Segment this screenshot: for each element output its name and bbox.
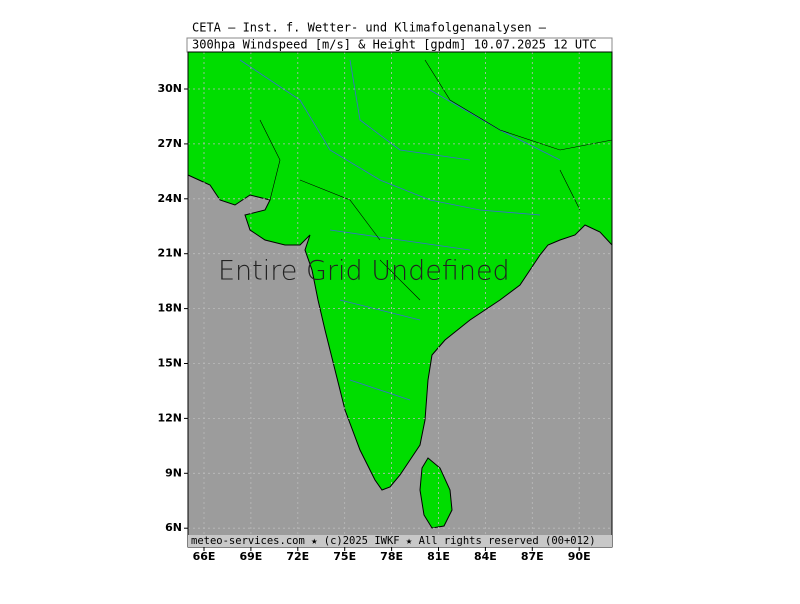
lon-label: 84E [474,550,497,563]
lat-label: 6N [165,521,182,534]
sri-lanka [419,457,453,529]
overlay-text: Entire Grid Undefined [218,256,510,287]
lat-label: 9N [165,466,182,479]
lat-label: 30N [157,82,182,95]
title: CETA – Inst. f. Wetter- und Klimafolgena… [192,21,547,35]
lon-label: 69E [239,550,262,563]
lon-label: 81E [427,550,450,563]
lon-label: 66E [193,550,216,563]
lat-label: 27N [157,137,182,150]
land [187,51,613,491]
borders [259,59,613,301]
lat-label: 12N [157,411,182,424]
lat-label: 18N [157,302,182,315]
footer: meteo-services.com ★ (c)2025 IWKF ★ All … [191,535,596,547]
lat-label: 21N [157,247,182,260]
footer-box [188,535,612,547]
lon-label: 87E [521,550,544,563]
lon-label: 72E [286,550,309,563]
map [187,51,613,548]
lon-label: 75E [333,550,356,563]
lat-label: 15N [157,357,182,370]
lat-label: 24N [157,192,182,205]
lon-label: 90E [568,550,591,563]
lon-label: 78E [380,550,403,563]
subtitle: 300hpa Windspeed [m/s] & Height [gpdm] 1… [192,38,597,52]
